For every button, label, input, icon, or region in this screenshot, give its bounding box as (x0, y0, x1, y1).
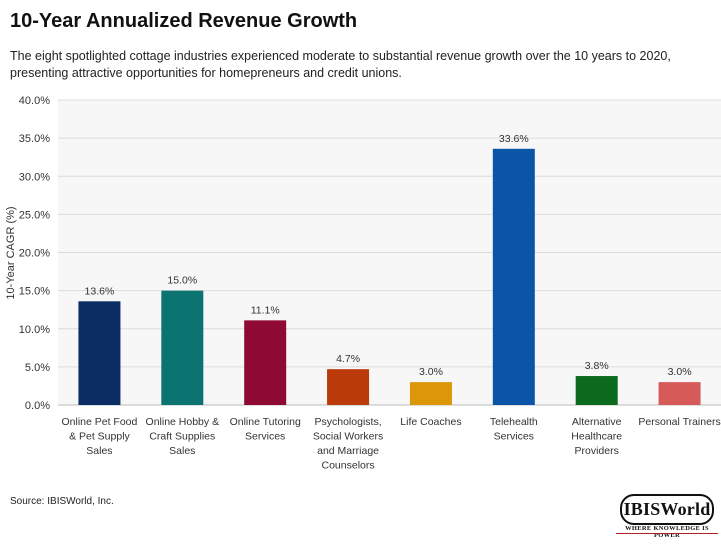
y-tick-label: 35.0% (19, 133, 50, 145)
x-tick-label: Online Pet Food & Pet Supply Sales (61, 416, 137, 457)
x-tick-label: Online Tutoring Services (230, 416, 301, 443)
y-axis-ticks: 0.0% 5.0% 10.0% 15.0% 20.0% 25.0% 30.0% 35.0% 40… (19, 95, 50, 412)
y-tick-label: 20.0% (19, 248, 50, 260)
logo-name: IBISWorld (623, 499, 711, 519)
x-tick-label-line: Psychologists, (315, 416, 382, 428)
x-tick-label: Psychologists, Social Workers and Marriage… (313, 416, 383, 472)
x-tick-label: Alternative Healthcare Providers (571, 416, 622, 457)
value-labels: 13.6% 15.0% 11.1% 4.7% 3.0% 33.6% 3.8% 3.0% (85, 133, 692, 378)
y-tick-label: 5.0% (25, 362, 50, 374)
y-tick-label: 25.0% (19, 209, 50, 221)
data-label: 4.7% (336, 353, 360, 365)
x-tick-label: Online Hobby & Craft Supplies Sales (146, 416, 220, 457)
data-label: 3.0% (419, 366, 443, 378)
bar (409, 382, 452, 405)
y-axis-label: 10-Year CAGR (%) (5, 206, 17, 299)
x-tick-label-line: and Marriage (317, 445, 379, 457)
x-tick-label: Telehealth Services (490, 416, 538, 443)
logo-tagline: WHERE KNOWLEDGE IS POWER (625, 525, 709, 539)
x-tick-label-line: Life Coaches (400, 416, 461, 428)
x-tick-label-line: Sales (169, 445, 195, 457)
bar (658, 382, 701, 405)
y-tick-label: 30.0% (19, 171, 50, 183)
y-tick-label: 15.0% (19, 286, 50, 298)
x-tick-label-line: Providers (575, 445, 619, 457)
ibisworld-logo: IBISWorld WHERE KNOWLEDGE IS POWER (612, 494, 718, 539)
data-label: 11.1% (251, 304, 280, 316)
x-tick-label-line: Telehealth (490, 416, 538, 428)
x-tick-label-line: Alternative (572, 416, 622, 428)
chart-title: 10-Year Annualized Revenue Growth (10, 10, 358, 32)
x-tick-label-line: Sales (86, 445, 112, 457)
y-tick-label: 40.0% (19, 95, 50, 107)
bar (244, 320, 287, 405)
logo-badge: IBISWorld (620, 494, 714, 525)
bar (327, 369, 370, 405)
bar (161, 290, 204, 405)
x-tick-label-line: Online Pet Food (61, 416, 137, 428)
y-tick-label: 0.0% (25, 400, 50, 412)
data-label: 33.6% (499, 133, 529, 145)
y-tick-label: 10.0% (19, 324, 50, 336)
x-tick-label: Life Coaches (400, 416, 461, 428)
chart-subtitle: The eight spotlighted cottage industries… (10, 49, 671, 80)
bars (78, 148, 701, 406)
x-tick-label: Personal Trainers (638, 416, 720, 428)
x-tick-label-line: & Pet Supply (69, 431, 130, 443)
bar (575, 376, 618, 405)
x-tick-label-line: Personal Trainers (638, 416, 720, 428)
x-tick-label-line: Services (494, 431, 534, 443)
x-tick-label-line: Counselors (322, 460, 375, 472)
bar (78, 301, 121, 405)
data-label: 13.6% (85, 285, 115, 297)
x-tick-label-line: Social Workers (313, 431, 383, 443)
bar-chart: 0.0% 5.0% 10.0% 15.0% 20.0% 25.0% 30.0% 35.0% 40… (5, 95, 721, 472)
data-label: 3.0% (668, 366, 692, 378)
data-label: 15.0% (167, 275, 197, 287)
data-label: 3.8% (585, 360, 609, 372)
source-note: Source: IBISWorld, Inc. (10, 496, 114, 507)
x-tick-label-line: Healthcare (571, 431, 622, 443)
bar (492, 148, 535, 406)
x-tick-label-line: Services (245, 431, 285, 443)
logo-rule (616, 533, 718, 534)
x-tick-label-line: Craft Supplies (149, 431, 215, 443)
x-tick-label-line: Online Tutoring (230, 416, 301, 428)
x-tick-label-line: Online Hobby & (146, 416, 220, 428)
